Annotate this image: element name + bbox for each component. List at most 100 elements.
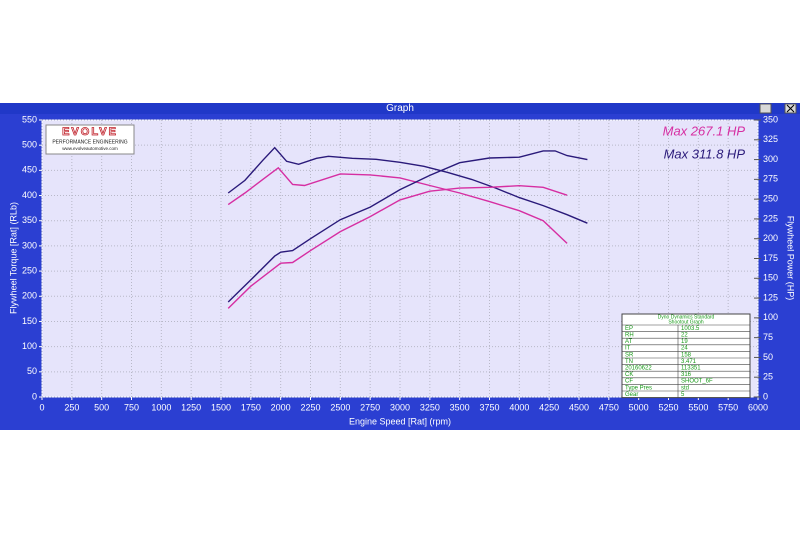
y-tick-label: 550 (22, 114, 37, 124)
x-tick-label: 2000 (271, 402, 291, 412)
table-cell: SHOOT_6F (681, 379, 713, 385)
y2-tick-label: 275 (763, 174, 778, 184)
title-bar (0, 103, 800, 114)
data-line (227, 184, 568, 309)
logo-tagline: PERFORMANCE ENGINEERING (52, 139, 127, 145)
x-tick-label: 4250 (539, 402, 559, 412)
x-tick-label: 5000 (629, 402, 649, 412)
table-title: Dyno Dynamics Standard (658, 314, 715, 320)
plot (227, 146, 588, 309)
annotation: Max 311.8 HP (664, 146, 746, 161)
table-cell: RH (625, 332, 634, 338)
x-tick-label: 0 (39, 402, 44, 412)
y2-axis-title: Flywheel Power (HP) (786, 216, 796, 301)
y2-tick-label: 150 (763, 273, 778, 283)
y2-tick-label: 125 (763, 292, 778, 302)
table-bg (621, 313, 751, 399)
y2-tick-label: 100 (763, 312, 778, 322)
y-tick-label: 50 (27, 366, 37, 376)
x-tick-label: 2500 (330, 402, 350, 412)
y-tick-label: 100 (22, 341, 37, 351)
table-cell: Gear (625, 392, 638, 398)
x-tick-label: 2250 (300, 402, 320, 412)
y-tick-label: 450 (22, 165, 37, 175)
window-title: Graph (386, 103, 414, 114)
x-tick-label: 2750 (360, 402, 380, 412)
logo: EVOLVE PERFORMANCE ENGINEERING www.evolv… (45, 124, 135, 155)
x-tick-label: 750 (124, 402, 139, 412)
y2-tick-label: 325 (763, 134, 778, 144)
y2-tick-label: 225 (763, 213, 778, 223)
table-cell: 113351 (681, 365, 701, 371)
y2-tick-label: 50 (763, 352, 773, 362)
y2-tick-label: 200 (763, 233, 778, 243)
restore-button[interactable] (759, 103, 772, 114)
table-cell: Type Pres (625, 385, 652, 391)
y2-tick-label: 175 (763, 253, 778, 263)
y2-tick-label: 75 (763, 332, 773, 342)
table-cell: 5 (681, 392, 685, 398)
table-cell: TN (625, 359, 633, 365)
y2-tick-label: 300 (763, 154, 778, 164)
y-tick-label: 350 (22, 215, 37, 225)
y-tick-label: 150 (22, 316, 37, 326)
data-line (227, 150, 588, 303)
x-tick-label: 1500 (211, 402, 231, 412)
data-line (227, 146, 588, 224)
y2-tick-label: 25 (763, 372, 773, 382)
x-tick-label: 4000 (509, 402, 529, 412)
x-tick-label: 3000 (390, 402, 410, 412)
x-tick-label: 5250 (658, 402, 678, 412)
grid: 0 250 500 750 1000 1250 1500 1750 2000 2250 2500 27… (22, 114, 778, 412)
table-cell: 19 (681, 339, 688, 345)
x-tick-label: 6000 (748, 402, 768, 412)
table-cell: 316 (681, 372, 692, 378)
y-tick-label: 500 (22, 140, 37, 150)
x-tick-label: 3500 (450, 402, 470, 412)
annotation: Max 267.1 HP (663, 123, 746, 138)
y2-tick-label: 350 (763, 114, 778, 124)
x-tick-label: 3250 (420, 402, 440, 412)
logo-box (45, 124, 135, 155)
table-cell: 22 (681, 332, 688, 338)
data-line (227, 166, 568, 244)
logo-url: www.evolveautomotive.com (62, 146, 118, 151)
table-cell: AT (625, 339, 633, 345)
y2-tick-label: 250 (763, 194, 778, 204)
y-axis-title: Flywheel Torque [Rat] (RLb) (8, 202, 18, 314)
y-tick-label: 250 (22, 265, 37, 275)
table-cell: 1003.5 (681, 326, 700, 332)
y-tick-label: 200 (22, 291, 37, 301)
x-tick-label: 1250 (181, 402, 201, 412)
y-tick-label: 300 (22, 240, 37, 250)
x-tick-label: 1750 (241, 402, 261, 412)
x-tick-label: 4750 (599, 402, 619, 412)
y2-tick-label: 0 (763, 391, 768, 401)
x-tick-label: 250 (64, 402, 79, 412)
table-cell: 20160622 (625, 365, 652, 371)
table-cell: CF (625, 379, 633, 385)
table-cell: SR (625, 352, 634, 358)
x-tick-label: 5750 (718, 402, 738, 412)
table-cell: 24 (681, 346, 688, 352)
table-cell: EP (625, 326, 633, 332)
table-cell: 3.471 (681, 359, 697, 365)
x-tick-label: 3750 (479, 402, 499, 412)
logo-brand: EVOLVE (62, 126, 118, 138)
close-icon (786, 104, 795, 113)
x-axis-title: Engine Speed [Rat] (rpm) (349, 416, 451, 426)
table-cell: IT (625, 346, 631, 352)
y-tick-label: 0 (32, 391, 37, 401)
x-tick-label: 500 (94, 402, 109, 412)
table-title: Shootout Graph (668, 319, 704, 325)
table-cell: std (681, 385, 689, 391)
x-tick-label: 1000 (151, 402, 171, 412)
table-cell: 158 (681, 352, 692, 358)
y-tick-label: 400 (22, 190, 37, 200)
x-tick-label: 4500 (569, 402, 589, 412)
table-cell: CK (625, 372, 633, 378)
x-tick-label: 5500 (688, 402, 708, 412)
